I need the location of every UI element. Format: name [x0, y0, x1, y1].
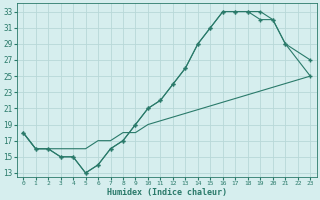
X-axis label: Humidex (Indice chaleur): Humidex (Indice chaleur): [107, 188, 227, 197]
